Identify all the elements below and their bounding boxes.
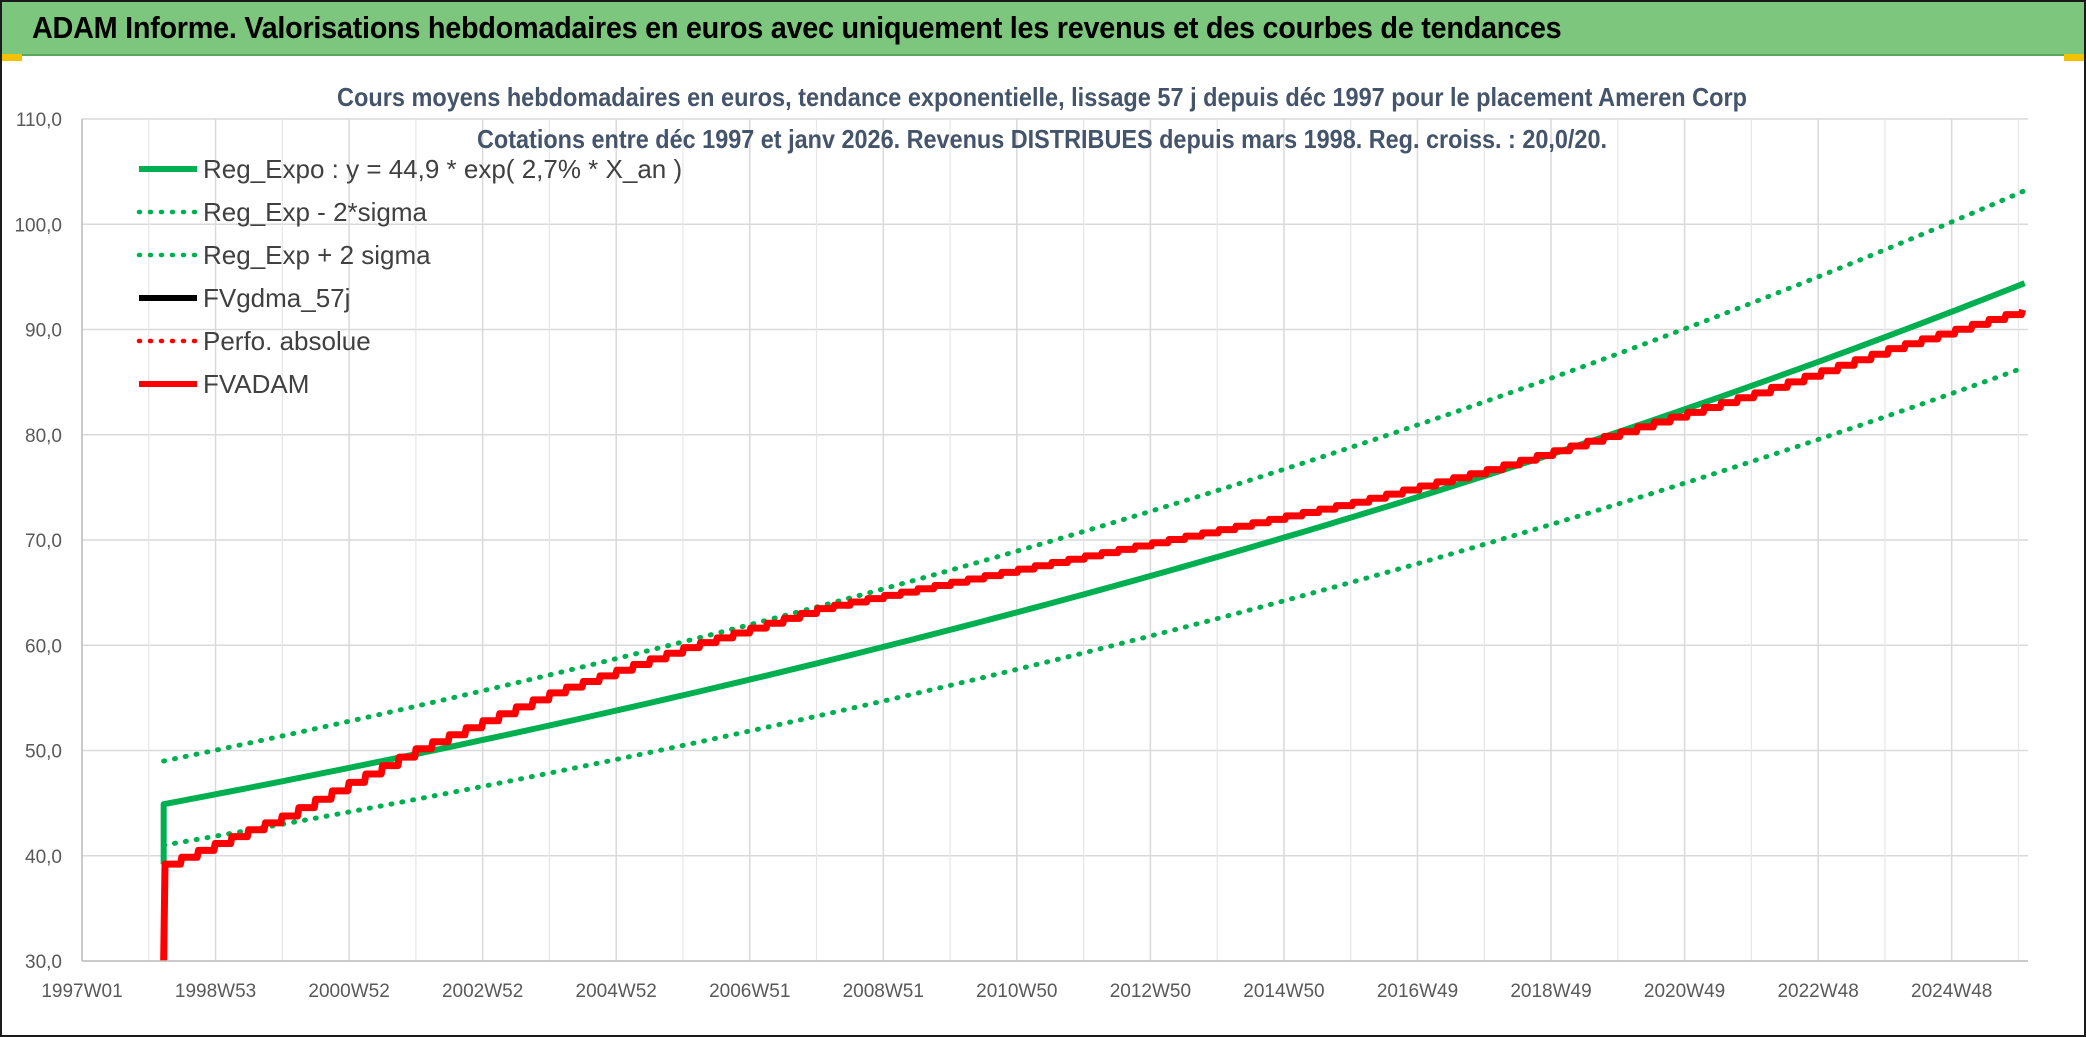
report-banner: ADAM Informe. Valorisations hebdomadaire… (2, 2, 2084, 56)
series-line (161, 188, 2028, 764)
y-tick-label: 60,0 (25, 636, 62, 657)
x-tick-label: 1997W01 (41, 981, 122, 1002)
x-tick-label: 2000W52 (308, 981, 389, 1002)
x-tick-label: 2022W48 (1777, 981, 1858, 1002)
x-tick-label: 2016W49 (1377, 981, 1458, 1002)
chart-subtitle: Cotations entre déc 1997 et janv 2026. R… (477, 124, 1607, 154)
x-tick-label: 2010W50 (976, 981, 1057, 1002)
x-tick-label: 2024W48 (1911, 981, 1992, 1002)
y-tick-label: 80,0 (25, 426, 62, 447)
legend-entry: Reg_Exp + 2 sigma (203, 240, 431, 270)
y-tick-label: 70,0 (25, 531, 62, 552)
legend: Reg_Expo : y = 44,9 * exp( 2,7% * X_an )… (136, 154, 682, 399)
x-tick-label: 2018W49 (1510, 981, 1591, 1002)
y-tick-label: 30,0 (25, 952, 62, 973)
y-tick-label: 40,0 (25, 847, 62, 868)
x-tick-label: 2006W51 (709, 981, 790, 1002)
y-tick-label: 90,0 (25, 321, 62, 342)
corner-marker-left (2, 54, 22, 61)
x-tick-label: 2002W52 (442, 981, 523, 1002)
series-line (160, 308, 2027, 962)
x-tick-label: 2008W51 (843, 981, 924, 1002)
y-tick-label: 100,0 (14, 215, 62, 236)
x-tick-label: 2020W49 (1644, 981, 1725, 1002)
y-tick-label: 110,0 (16, 110, 62, 131)
series-line (161, 364, 2028, 848)
legend-entry: Reg_Expo : y = 44,9 * exp( 2,7% * X_an ) (203, 154, 682, 184)
legend-entry: Perfo. absolue (203, 326, 371, 356)
series-line (160, 280, 2026, 865)
corner-marker-right (2064, 54, 2084, 61)
y-tick-label: 50,0 (25, 742, 62, 763)
legend-entry: Reg_Exp - 2*sigma (203, 197, 428, 227)
x-tick-label: 1998W53 (175, 981, 256, 1002)
legend-entry: FVgdma_57j (203, 283, 350, 313)
x-tick-label: 2004W52 (576, 981, 657, 1002)
chart-title: Cours moyens hebdomadaires en euros, ten… (337, 82, 1747, 112)
axes: 30,0 40,0 50,0 60,0 70,0 80,0 90,0 100,0 110,0 19… (14, 110, 2028, 1002)
legend-entry: FVADAM (203, 369, 309, 399)
report-title: ADAM Informe. Valorisations hebdomadaire… (32, 10, 1562, 45)
x-tick-label: 2014W50 (1243, 981, 1324, 1002)
x-tick-label: 2012W50 (1110, 981, 1191, 1002)
line-chart: 30,0 40,0 50,0 60,0 70,0 80,0 90,0 100,0 110,0 19… (14, 82, 2028, 1002)
series-layer (160, 188, 2028, 962)
